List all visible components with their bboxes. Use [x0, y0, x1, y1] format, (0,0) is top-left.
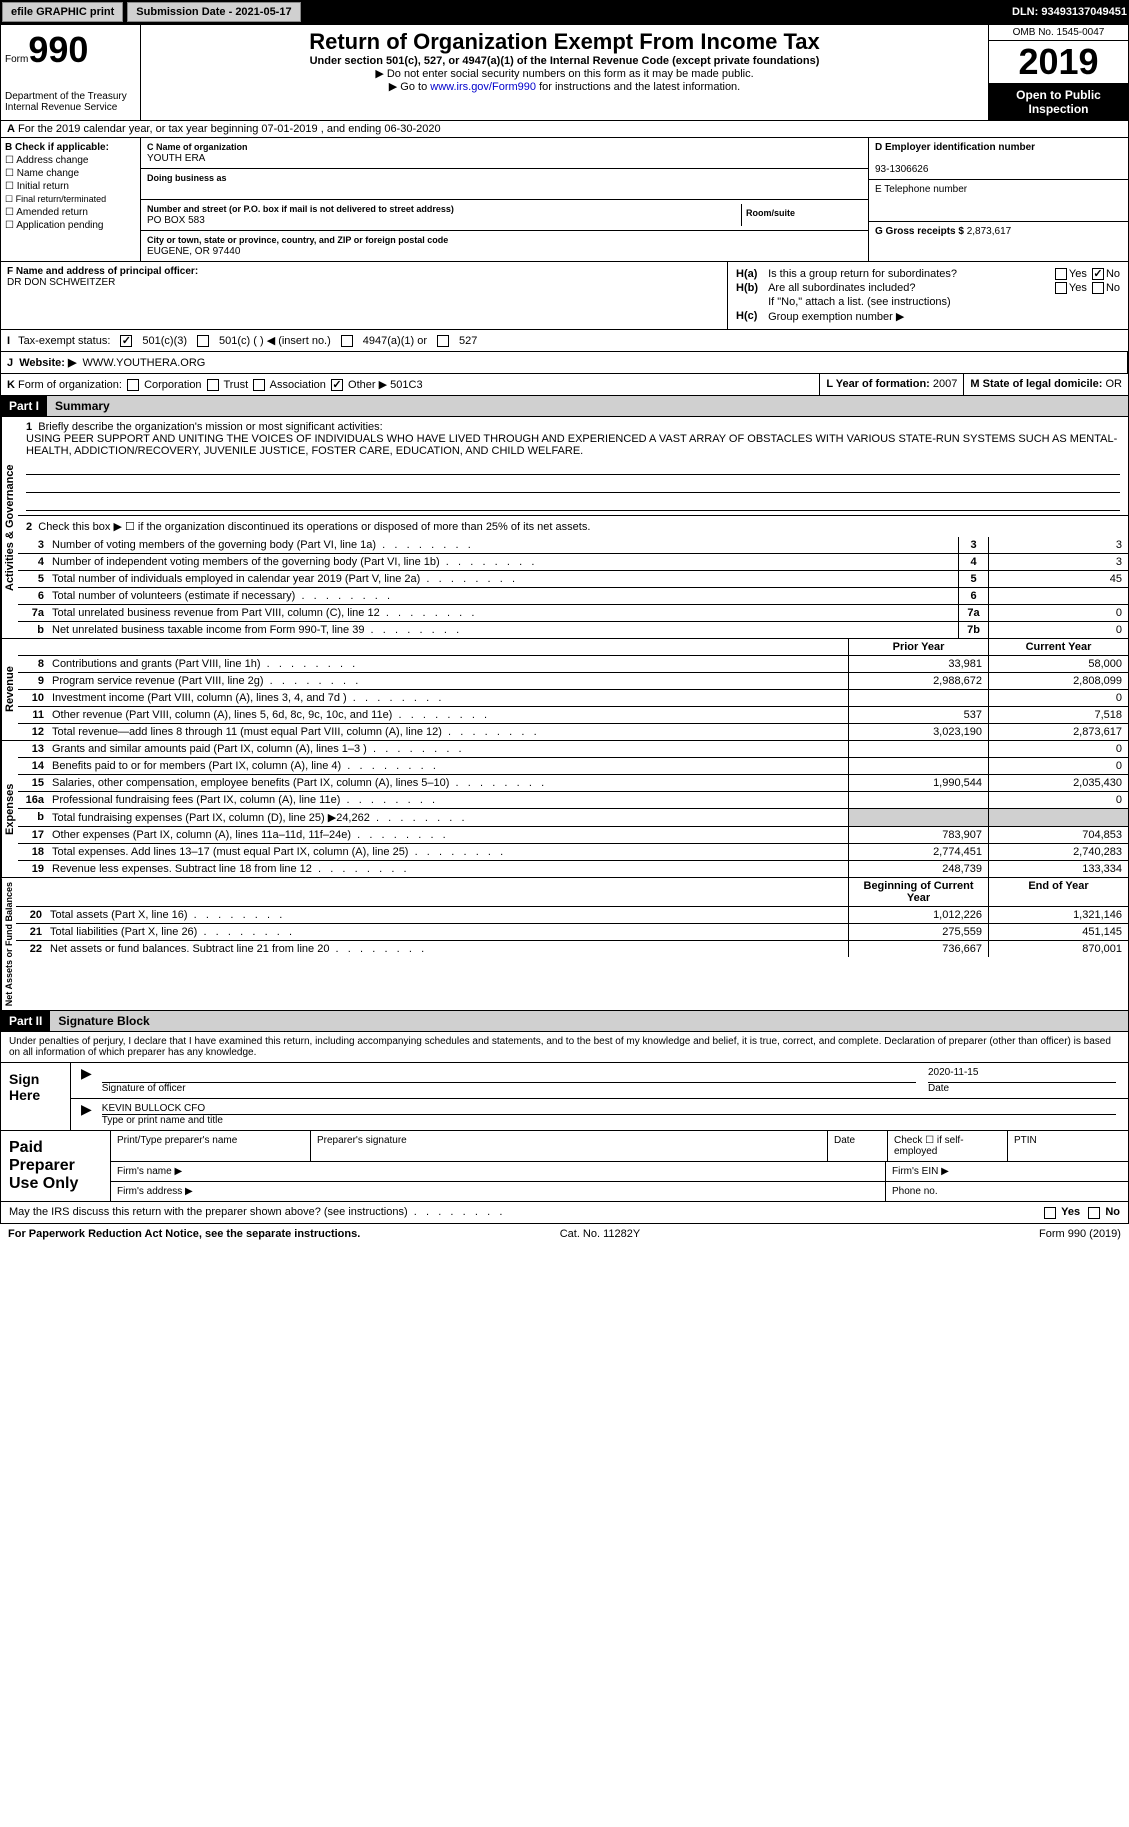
box-b: B Check if applicable: ☐ Address change …: [1, 138, 141, 261]
top-bar: efile GRAPHIC print Submission Date - 20…: [0, 0, 1129, 24]
hb-no[interactable]: [1092, 282, 1104, 294]
dept-label: Department of the Treasury Internal Reve…: [5, 91, 136, 113]
goto-note: ▶ Go to www.irs.gov/Form990 for instruct…: [145, 80, 984, 93]
state-domicile: OR: [1106, 378, 1123, 390]
check-final-return[interactable]: ☐ Final return/terminated: [5, 194, 136, 205]
part2-header: Part II Signature Block: [0, 1011, 1129, 1032]
line-b: bNet unrelated business taxable income f…: [18, 622, 1128, 638]
section-netassets: Net Assets or Fund Balances Beginning of…: [0, 878, 1129, 1011]
boxes-bcd: B Check if applicable: ☐ Address change …: [0, 138, 1129, 262]
discuss-yes[interactable]: [1044, 1207, 1056, 1219]
check-4947[interactable]: [341, 335, 353, 347]
section-revenue: Revenue Prior YearCurrent Year 8Contribu…: [0, 639, 1129, 741]
paid-preparer: Paid Preparer Use Only Print/Type prepar…: [0, 1131, 1129, 1202]
line-a: A For the 2019 calendar year, or tax yea…: [0, 121, 1129, 138]
year-formation: 2007: [933, 378, 957, 390]
org-street: PO BOX 583: [147, 215, 205, 226]
line-21: 21Total liabilities (Part X, line 26)275…: [16, 924, 1128, 941]
form-number: Form990: [5, 29, 136, 71]
row-j: J Website: ▶ WWW.YOUTHERA.ORG: [0, 352, 1129, 374]
line-19: 19Revenue less expenses. Subtract line 1…: [18, 861, 1128, 877]
check-trust[interactable]: [207, 379, 219, 391]
line-8: 8Contributions and grants (Part VIII, li…: [18, 656, 1128, 673]
check-name-change[interactable]: ☐ Name change: [5, 168, 136, 179]
line-11: 11Other revenue (Part VIII, column (A), …: [18, 707, 1128, 724]
box-f: F Name and address of principal officer:…: [1, 262, 728, 329]
check-527[interactable]: [437, 335, 449, 347]
row-i: I Tax-exempt status: 501(c)(3) 501(c) ( …: [0, 330, 1129, 352]
form-title: Return of Organization Exempt From Incom…: [145, 29, 984, 55]
line-10: 10Investment income (Part VIII, column (…: [18, 690, 1128, 707]
line-9: 9Program service revenue (Part VIII, lin…: [18, 673, 1128, 690]
check-address-change[interactable]: ☐ Address change: [5, 155, 136, 166]
line-17: 17Other expenses (Part IX, column (A), l…: [18, 827, 1128, 844]
form-subtitle: Under section 501(c), 527, or 4947(a)(1)…: [145, 55, 984, 67]
check-other[interactable]: [331, 379, 343, 391]
line-3: 3Number of voting members of the governi…: [18, 537, 1128, 554]
check-application-pending[interactable]: ☐ Application pending: [5, 220, 136, 231]
section-expenses: Expenses 13Grants and similar amounts pa…: [0, 741, 1129, 878]
gross-receipts: 2,873,617: [967, 226, 1012, 237]
box-d: D Employer identification number 93-1306…: [868, 138, 1128, 261]
box-c: C Name of organization YOUTH ERA Doing b…: [141, 138, 868, 261]
sign-here-label: Sign Here: [1, 1063, 71, 1130]
ssn-note: ▶ Do not enter social security numbers o…: [145, 67, 984, 80]
row-k: K Form of organization: Corporation Trus…: [0, 374, 1129, 396]
tax-year: 2019: [989, 41, 1128, 84]
efile-print-button[interactable]: efile GRAPHIC print: [2, 2, 123, 22]
line-7a: 7aTotal unrelated business revenue from …: [18, 605, 1128, 622]
declaration-text: Under penalties of perjury, I declare th…: [1, 1032, 1128, 1063]
line-b: bTotal fundraising expenses (Part IX, co…: [18, 809, 1128, 827]
org-city: EUGENE, OR 97440: [147, 246, 240, 257]
check-assoc[interactable]: [253, 379, 265, 391]
omb-number: OMB No. 1545-0047: [989, 25, 1128, 41]
paid-preparer-label: Paid Preparer Use Only: [1, 1131, 111, 1201]
dln-label: DLN: 93493137049451: [1012, 6, 1127, 18]
signature-block: Under penalties of perjury, I declare th…: [0, 1032, 1129, 1131]
line-4: 4Number of independent voting members of…: [18, 554, 1128, 571]
officer-name: DR DON SCHWEITZER: [7, 277, 115, 288]
line-14: 14Benefits paid to or for members (Part …: [18, 758, 1128, 775]
section-governance: Activities & Governance 1 Briefly descri…: [0, 417, 1129, 639]
part1-header: Part I Summary: [0, 396, 1129, 417]
line-20: 20Total assets (Part X, line 16)1,012,22…: [16, 907, 1128, 924]
line-15: 15Salaries, other compensation, employee…: [18, 775, 1128, 792]
discuss-row: May the IRS discuss this return with the…: [0, 1202, 1129, 1223]
check-corp[interactable]: [127, 379, 139, 391]
line-18: 18Total expenses. Add lines 13–17 (must …: [18, 844, 1128, 861]
website-value: WWW.YOUTHERA.ORG: [83, 357, 206, 369]
line-5: 5Total number of individuals employed in…: [18, 571, 1128, 588]
ha-yes[interactable]: [1055, 268, 1067, 280]
mission-text: USING PEER SUPPORT AND UNITING THE VOICE…: [26, 433, 1117, 457]
line-13: 13Grants and similar amounts paid (Part …: [18, 741, 1128, 758]
officer-name-title: KEVIN BULLOCK CFO: [102, 1103, 1116, 1115]
ein-value: 93-1306626: [875, 164, 928, 175]
irs-link[interactable]: www.irs.gov/Form990: [430, 81, 536, 93]
line-6: 6Total number of volunteers (estimate if…: [18, 588, 1128, 605]
inspection-label: Open to Public Inspection: [989, 84, 1128, 120]
check-501c3[interactable]: [120, 335, 132, 347]
check-amended-return[interactable]: ☐ Amended return: [5, 207, 136, 218]
line-16a: 16aProfessional fundraising fees (Part I…: [18, 792, 1128, 809]
form-footer: Form 990 (2019): [1039, 1228, 1121, 1240]
submission-date-label: Submission Date - 2021-05-17: [127, 2, 300, 22]
check-initial-return[interactable]: ☐ Initial return: [5, 181, 136, 192]
boxes-fgh: F Name and address of principal officer:…: [0, 262, 1129, 330]
form-header: Form990 Department of the Treasury Inter…: [0, 24, 1129, 121]
line-22: 22Net assets or fund balances. Subtract …: [16, 941, 1128, 957]
org-name: YOUTH ERA: [147, 153, 205, 164]
check-501c[interactable]: [197, 335, 209, 347]
ha-no[interactable]: [1092, 268, 1104, 280]
box-h: H(a)Is this a group return for subordina…: [728, 262, 1128, 329]
bottom-row: For Paperwork Reduction Act Notice, see …: [0, 1224, 1129, 1244]
line-12: 12Total revenue—add lines 8 through 11 (…: [18, 724, 1128, 740]
hb-yes[interactable]: [1055, 282, 1067, 294]
discuss-no[interactable]: [1088, 1207, 1100, 1219]
sig-date-value: 2020-11-15: [928, 1067, 1116, 1083]
